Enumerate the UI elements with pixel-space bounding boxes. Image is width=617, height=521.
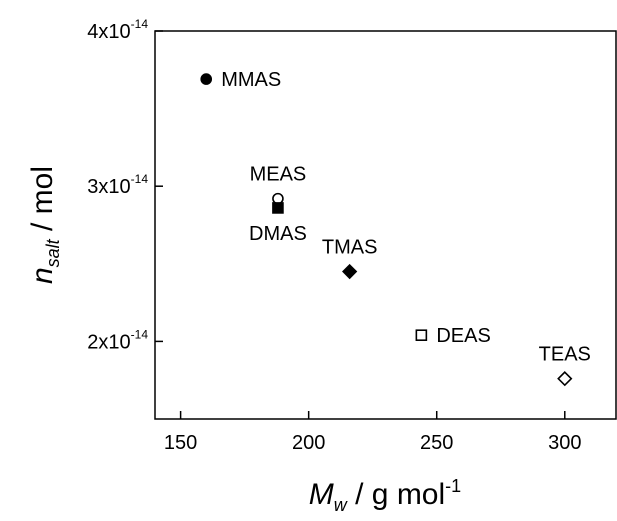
point-label-mmas: MMAS [221,69,281,91]
point-mmas-marker [200,73,213,85]
point-dmas-marker [272,202,284,214]
plot-frame [154,30,617,420]
point-label-teas: TEAS [539,344,591,366]
data-points: MMAS MEAS DMAS TMAS DEAS TEAS [200,69,591,387]
y-axis-title: nsalt / mol [26,166,63,284]
x-axis-title: Mw / g mol-1 [309,476,461,515]
point-label-dmas: DMAS [249,223,307,245]
y-tick-label: 4x10-14 [87,17,148,43]
point-label-meas: MEAS [250,164,307,186]
x-tick-label: 150 [164,432,197,454]
point-tmas-marker [342,263,358,280]
y-tick-label: 3x10-14 [87,172,148,198]
y-tick-label: 2x10-14 [87,327,148,353]
point-teas-marker [557,371,573,387]
x-tick-label: 200 [292,432,325,454]
point-label-tmas: TMAS [322,237,378,259]
y-axis: 2x10-14 3x10-14 4x10-14 [87,17,163,353]
point-meas-marker [272,192,284,205]
x-axis: 150 200 250 300 [164,411,581,454]
point-label-deas: DEAS [436,325,490,347]
point-deas-marker [415,329,428,341]
x-tick-label: 300 [548,432,581,454]
x-tick-label: 250 [420,432,453,454]
